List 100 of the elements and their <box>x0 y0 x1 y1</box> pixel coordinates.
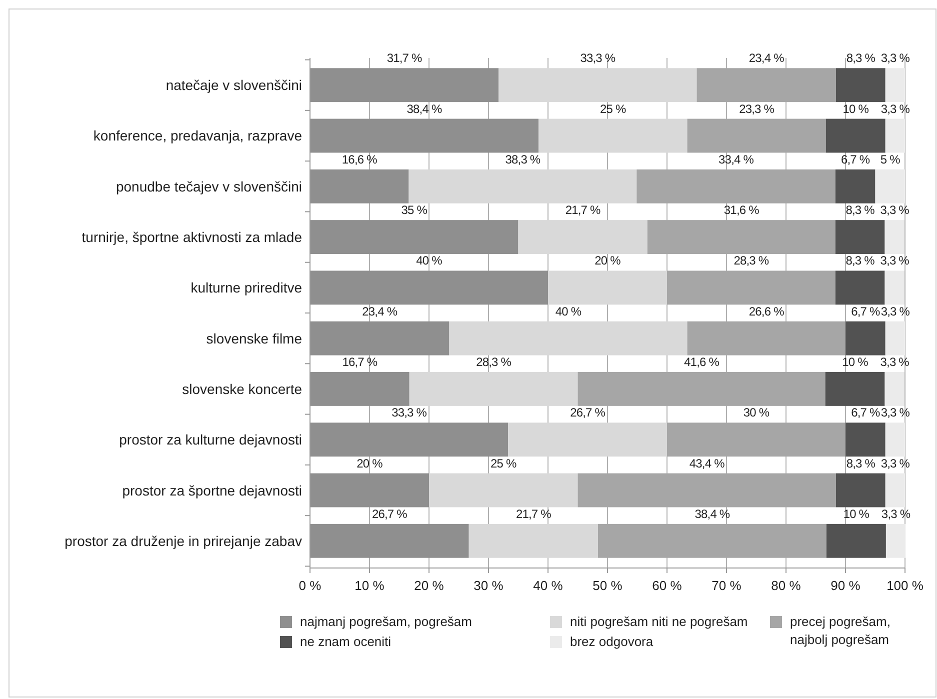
data-label: 21,7 % <box>565 203 602 218</box>
x-tick-label: 40 % <box>533 578 564 593</box>
data-label: 3,3 % <box>880 203 910 218</box>
data-label: 6,7 % <box>840 152 870 166</box>
data-label: 8,3 % <box>846 51 876 66</box>
data-label: 23,4 % <box>362 304 398 318</box>
legend-label: niti pogrešam niti ne pogrešam <box>570 614 748 629</box>
data-label: 6,7 % <box>851 304 881 318</box>
bar <box>468 524 598 558</box>
data-label: 8,3 % <box>846 254 876 268</box>
y-tick-label: natečaje v slovenščini <box>166 77 302 94</box>
x-tick-label: 70 % <box>712 578 742 593</box>
bar <box>826 118 886 153</box>
data-label: 33,3 % <box>392 406 428 420</box>
bar <box>884 270 904 305</box>
data-label: 20 % <box>594 254 622 268</box>
x-tick-label: 30 % <box>474 578 504 593</box>
data-label: 35 % <box>401 203 428 218</box>
x-tick-label: 100 % <box>886 578 924 593</box>
data-label: 25 % <box>600 102 626 116</box>
bar <box>449 321 688 356</box>
bar <box>884 220 904 254</box>
data-label: 38,3 % <box>505 152 541 166</box>
bar <box>835 270 885 305</box>
x-tick-label: 80 % <box>771 578 802 593</box>
data-label: 3,3 % <box>880 406 910 420</box>
data-label: 10 % <box>842 102 870 116</box>
legend-label: precej pogrešam, najbolj pogrešam <box>790 614 890 647</box>
bar <box>885 321 905 356</box>
data-label: 5 % <box>880 152 901 166</box>
x-tick-label: 20 % <box>414 578 444 593</box>
bar <box>518 220 648 254</box>
y-tick-label: turnirje, športne aktivnosti za mlade <box>82 229 302 246</box>
y-tick-label: ponudbe tečajev v slovenščini <box>116 178 302 194</box>
bar <box>508 422 667 457</box>
data-label: 33,3 % <box>580 51 616 66</box>
bar <box>885 473 905 508</box>
bar <box>548 270 667 305</box>
data-label: 3,3 % <box>881 506 911 521</box>
y-tick-label: kulturne prireditve <box>190 280 302 296</box>
bar <box>884 372 904 406</box>
data-label: 3,3 % <box>880 254 910 268</box>
bar <box>498 68 697 102</box>
data-label: 8,3 % <box>846 203 876 218</box>
y-tick-label: slovenske filme <box>206 330 302 346</box>
x-tick-label: 0 % <box>298 578 322 593</box>
y-tick-label: prostor za kulturne dejavnosti <box>119 432 302 448</box>
data-label: 16,6 % <box>342 152 378 166</box>
data-label: 21,7 % <box>516 506 552 521</box>
bar <box>846 422 886 457</box>
data-label: 28,3 % <box>734 254 770 268</box>
y-tick-label: konference, predavanja, razprave <box>93 128 302 144</box>
data-label: 26,7 % <box>372 506 408 521</box>
data-label: 26,7 % <box>570 406 606 420</box>
data-label: 38,4 % <box>694 506 730 521</box>
bar <box>409 372 578 406</box>
data-label: 25 % <box>490 456 517 470</box>
y-tick-label: prostor za druženje in prirejanje zabav <box>64 532 302 549</box>
data-label: 31,6 % <box>724 203 760 218</box>
data-label: 10 % <box>843 506 870 521</box>
legend-label: brez odgovora <box>570 634 654 649</box>
bar <box>885 118 905 153</box>
data-label: 38,4 % <box>406 102 442 116</box>
bar <box>825 372 885 406</box>
data-label: 10 % <box>842 355 869 369</box>
legend-label: najmanj pogrešam, pogrešam <box>300 614 472 629</box>
y-tick-label: slovenske koncerte <box>182 380 302 397</box>
legend-label: ne znam oceniti <box>300 634 392 649</box>
data-label: 3,3 % <box>880 355 910 369</box>
x-tick-label: 90 % <box>830 578 861 593</box>
bar <box>429 473 578 508</box>
data-label: 6,7 % <box>851 406 881 420</box>
data-label: 40 % <box>416 254 443 268</box>
data-label: 16,7 % <box>342 355 378 369</box>
data-label: 23,3 % <box>739 102 775 116</box>
data-label: 3,3 % <box>880 456 910 470</box>
bar <box>836 473 886 508</box>
bar <box>875 169 905 204</box>
data-label: 3,3 % <box>880 304 910 318</box>
bar <box>408 169 637 204</box>
data-label: 31,7 % <box>386 51 423 66</box>
bar <box>886 524 906 558</box>
bar <box>836 68 886 102</box>
data-label: 8,3 % <box>846 456 876 470</box>
bar <box>846 321 886 356</box>
data-label: 20 % <box>356 456 384 470</box>
data-label: 41,6 % <box>684 355 720 369</box>
bar <box>835 169 876 204</box>
data-label: 23,4 % <box>748 51 785 66</box>
bar <box>538 118 688 153</box>
x-tick-label: 10 % <box>354 578 385 593</box>
data-label: 28,3 % <box>476 355 512 369</box>
bar <box>826 524 886 558</box>
data-label: 3,3 % <box>880 102 910 116</box>
data-label: 43,4 % <box>689 456 726 470</box>
bar <box>885 422 905 457</box>
x-tick-label: 50 % <box>592 578 623 593</box>
data-label: 40 % <box>555 304 582 318</box>
data-label: 33,4 % <box>718 152 754 166</box>
data-label: 3,3 % <box>880 51 910 66</box>
